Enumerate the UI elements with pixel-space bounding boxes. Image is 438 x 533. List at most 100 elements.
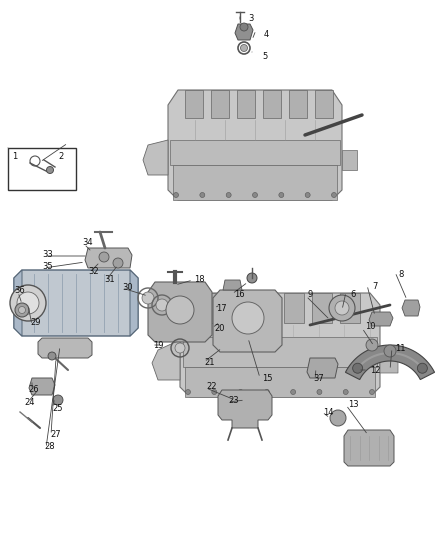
Bar bbox=[8, 148, 76, 190]
Text: 24: 24 bbox=[24, 398, 35, 407]
Polygon shape bbox=[180, 293, 380, 397]
Polygon shape bbox=[315, 90, 333, 118]
Polygon shape bbox=[235, 24, 253, 40]
Text: 29: 29 bbox=[30, 318, 40, 327]
Polygon shape bbox=[168, 90, 342, 200]
Polygon shape bbox=[14, 270, 22, 336]
Text: 22: 22 bbox=[206, 382, 216, 391]
Polygon shape bbox=[213, 290, 282, 352]
Circle shape bbox=[329, 295, 355, 321]
Circle shape bbox=[226, 192, 231, 198]
Text: 28: 28 bbox=[44, 442, 55, 451]
Polygon shape bbox=[38, 338, 92, 358]
Circle shape bbox=[291, 390, 296, 394]
Circle shape bbox=[279, 192, 284, 198]
Polygon shape bbox=[346, 345, 434, 379]
Polygon shape bbox=[29, 378, 55, 395]
Text: 13: 13 bbox=[348, 400, 359, 409]
Text: 36: 36 bbox=[14, 286, 25, 295]
Text: 26: 26 bbox=[28, 385, 39, 394]
Circle shape bbox=[17, 292, 39, 314]
Circle shape bbox=[212, 390, 217, 394]
Circle shape bbox=[48, 352, 56, 360]
Circle shape bbox=[317, 390, 322, 394]
Text: 35: 35 bbox=[42, 262, 53, 271]
Circle shape bbox=[18, 306, 25, 313]
Circle shape bbox=[247, 273, 257, 283]
Polygon shape bbox=[152, 340, 180, 380]
Text: 21: 21 bbox=[204, 358, 215, 367]
Circle shape bbox=[366, 339, 378, 351]
Circle shape bbox=[238, 390, 243, 394]
Polygon shape bbox=[185, 90, 203, 118]
Circle shape bbox=[305, 192, 310, 198]
Text: 5: 5 bbox=[262, 52, 267, 61]
Polygon shape bbox=[14, 270, 138, 336]
Circle shape bbox=[353, 363, 363, 373]
Polygon shape bbox=[170, 140, 340, 165]
Text: 32: 32 bbox=[88, 267, 99, 276]
Text: 12: 12 bbox=[370, 366, 381, 375]
Circle shape bbox=[384, 345, 396, 357]
Circle shape bbox=[99, 252, 109, 262]
Text: 23: 23 bbox=[228, 396, 239, 405]
Text: 27: 27 bbox=[50, 430, 60, 439]
Text: 11: 11 bbox=[395, 344, 406, 353]
Circle shape bbox=[332, 192, 336, 198]
Polygon shape bbox=[256, 293, 276, 323]
Circle shape bbox=[343, 390, 348, 394]
Text: 18: 18 bbox=[194, 275, 205, 284]
Text: 16: 16 bbox=[234, 290, 245, 299]
Circle shape bbox=[335, 301, 349, 315]
Polygon shape bbox=[223, 280, 242, 290]
Polygon shape bbox=[380, 350, 398, 373]
Circle shape bbox=[200, 192, 205, 198]
Text: 6: 6 bbox=[350, 290, 355, 299]
Circle shape bbox=[232, 302, 264, 334]
Polygon shape bbox=[369, 312, 393, 326]
Polygon shape bbox=[402, 300, 420, 316]
Polygon shape bbox=[263, 90, 281, 118]
Circle shape bbox=[142, 292, 154, 304]
Circle shape bbox=[240, 44, 247, 52]
Polygon shape bbox=[185, 367, 375, 397]
Polygon shape bbox=[289, 90, 307, 118]
Circle shape bbox=[46, 166, 53, 174]
Text: 9: 9 bbox=[308, 290, 313, 299]
Text: 20: 20 bbox=[214, 324, 225, 333]
Text: 31: 31 bbox=[104, 275, 115, 284]
Circle shape bbox=[15, 303, 29, 317]
Polygon shape bbox=[200, 293, 220, 323]
Text: 30: 30 bbox=[122, 283, 133, 292]
Circle shape bbox=[330, 410, 346, 426]
Circle shape bbox=[252, 192, 258, 198]
Text: 1: 1 bbox=[12, 152, 17, 161]
Text: 7: 7 bbox=[372, 282, 378, 291]
Circle shape bbox=[417, 363, 427, 373]
Polygon shape bbox=[284, 293, 304, 323]
Text: 4: 4 bbox=[264, 30, 269, 39]
Text: 34: 34 bbox=[82, 238, 92, 247]
Circle shape bbox=[10, 285, 46, 321]
Polygon shape bbox=[183, 337, 377, 367]
Polygon shape bbox=[143, 140, 168, 175]
Text: 14: 14 bbox=[323, 408, 333, 417]
Circle shape bbox=[156, 299, 168, 311]
Text: 15: 15 bbox=[262, 374, 272, 383]
Circle shape bbox=[113, 258, 123, 268]
Polygon shape bbox=[228, 293, 248, 323]
Text: 2: 2 bbox=[58, 152, 63, 161]
Text: 3: 3 bbox=[248, 14, 253, 23]
Polygon shape bbox=[312, 293, 332, 323]
Polygon shape bbox=[340, 293, 360, 323]
Text: 37: 37 bbox=[313, 374, 324, 383]
Polygon shape bbox=[342, 150, 357, 170]
Text: 19: 19 bbox=[153, 341, 163, 350]
Polygon shape bbox=[307, 358, 338, 378]
Text: 10: 10 bbox=[365, 322, 375, 331]
Circle shape bbox=[240, 23, 248, 31]
Polygon shape bbox=[148, 282, 212, 342]
Polygon shape bbox=[130, 270, 138, 336]
Polygon shape bbox=[211, 90, 229, 118]
Circle shape bbox=[265, 390, 269, 394]
